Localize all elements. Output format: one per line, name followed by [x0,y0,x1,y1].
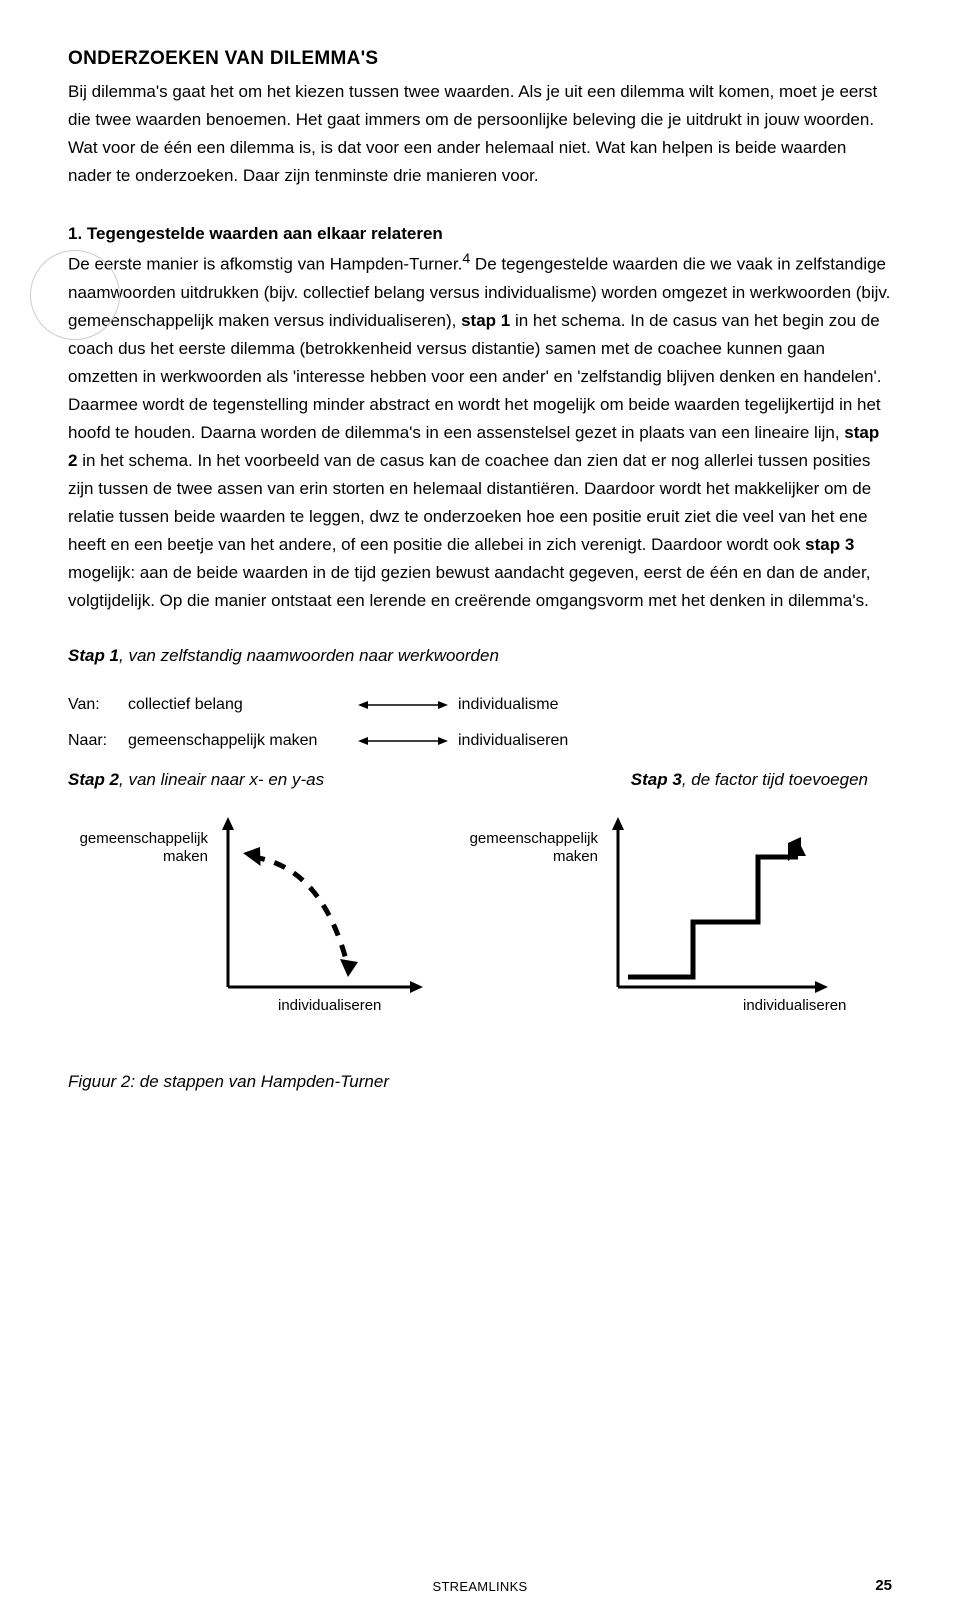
chart2-ylabel: gemeenschappelijkmaken [58,830,208,866]
text-run: in het schema. In de casus van het begin… [68,311,881,442]
text-run: in het schema. In het voorbeeld van de c… [68,451,871,554]
step1-row2-right: individualiseren [458,732,568,750]
step1-table: Van: collectief belang individualisme Na… [68,696,892,750]
diagram-step3: Stap 3, de factor tijd toevoegen gemeens… [508,770,878,1022]
figure-caption: Figuur 2: de stappen van Hampden-Turner [68,1072,892,1092]
page-number: 25 [875,1577,892,1594]
section-heading: ONDERZOEKEN VAN DILEMMA'S [68,48,892,70]
chart2-wrap: gemeenschappelijkmaken individualiseren [68,802,438,1022]
diagram-step2: Stap 2, van lineair naar x- en y-as geme… [68,770,438,1022]
step1-bold: Stap 1 [68,646,119,665]
text-run: mogelijk: aan de beide waarden in de tij… [68,563,870,610]
step1-row2-label: Naar: [68,732,128,750]
subheading-1: 1. Tegengestelde waarden aan elkaar rela… [68,224,443,243]
double-arrow-icon [348,698,458,712]
step1-row1-right: individualisme [458,696,559,714]
bold-step3: stap 3 [805,535,854,554]
double-arrow-icon [348,734,458,748]
footer-brand: STREAMLINKS [0,1579,960,1594]
bold-step1: stap 1 [461,311,510,330]
chart3-svg [603,812,843,1012]
step1-row-van: Van: collectief belang individualisme [68,696,892,714]
chart3-xlabel: individualiseren [743,997,846,1014]
chart3-wrap: gemeenschappelijkmaken individualiseren [508,802,878,1022]
step2-label: Stap 2, van lineair naar x- en y-as [68,770,438,790]
step1-row2-left: gemeenschappelijk maken [128,732,348,750]
chart3-ylabel: gemeenschappelijkmaken [448,830,598,866]
paragraph-intro: Bij dilemma's gaat het om het kiezen tus… [68,78,892,190]
step3-rest: , de factor tijd toevoegen [682,770,868,789]
chart2-svg [213,812,443,1012]
step3-label: Stap 3, de factor tijd toevoegen [508,770,878,790]
step1-rest: , van zelfstandig naamwoorden naar werkw… [119,646,499,665]
step2-rest: , van lineair naar x- en y-as [119,770,324,789]
footnote-ref: 4 [462,251,470,267]
step2-bold: Stap 2 [68,770,119,789]
diagram-row: Stap 2, van lineair naar x- en y-as geme… [68,770,892,1022]
chart2-xlabel: individualiseren [278,997,381,1014]
step1-row-naar: Naar: gemeenschappelijk maken individual… [68,732,892,750]
step1-row1-left: collectief belang [128,696,348,714]
step3-bold: Stap 3 [631,770,682,789]
decorative-circle [30,250,120,340]
step1-row1-label: Van: [68,696,128,714]
text-run: De eerste manier is afkomstig van Hampde… [68,255,462,274]
step1-label: Stap 1, van zelfstandig naamwoorden naar… [68,646,892,666]
paragraph-main: 1. Tegengestelde waarden aan elkaar rela… [68,220,892,615]
